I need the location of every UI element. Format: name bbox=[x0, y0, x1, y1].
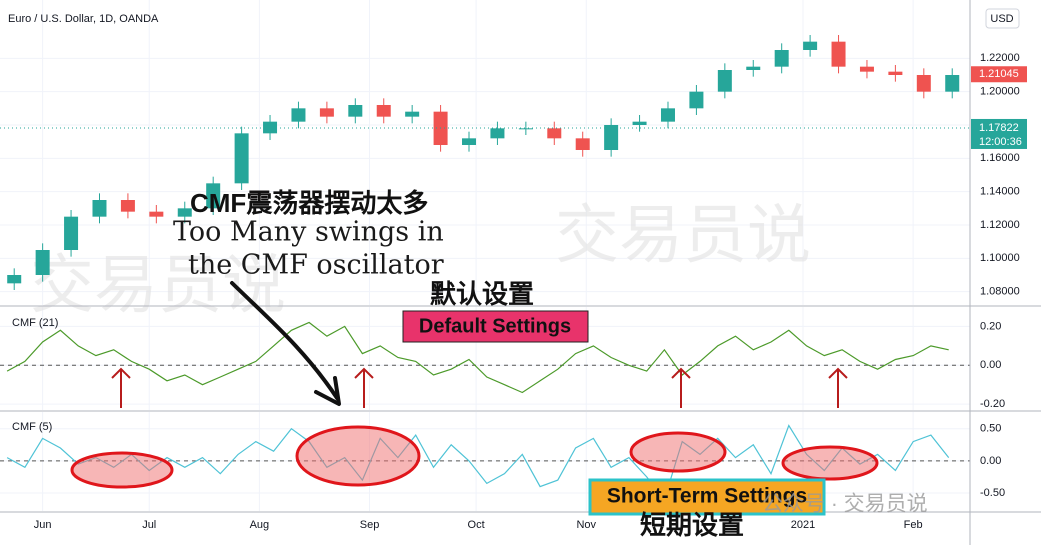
price-labels: 1.080001.100001.120001.140001.160001.180… bbox=[34, 52, 1027, 531]
y-tick-label: 0.50 bbox=[980, 423, 1001, 435]
x-tick-label: 2021 bbox=[791, 519, 815, 531]
annotation: Too Many swings in bbox=[173, 217, 444, 248]
candle-body bbox=[490, 128, 505, 139]
candle-body bbox=[462, 138, 477, 145]
y-tick-label: 1.12000 bbox=[980, 219, 1020, 231]
candle-body bbox=[149, 211, 164, 217]
candle-body bbox=[547, 128, 562, 139]
panel-title: CMF (5) bbox=[12, 421, 52, 433]
candle-body bbox=[120, 200, 135, 212]
watermark: 公众号 · 交易员说 bbox=[762, 493, 928, 516]
chart-title: Euro / U.S. Dollar, 1D, OANDA bbox=[8, 13, 159, 25]
price-tag bbox=[971, 118, 1027, 149]
price-tag bbox=[971, 66, 1027, 83]
candle-body bbox=[717, 70, 732, 92]
candle-body bbox=[888, 71, 903, 75]
candle-body bbox=[746, 66, 761, 70]
candle-body bbox=[689, 91, 704, 109]
candle-body bbox=[64, 216, 79, 250]
y-tick-label: 1.14000 bbox=[980, 186, 1020, 198]
annotation: Default Settings bbox=[419, 315, 571, 337]
annotation: Short-Term Settings bbox=[607, 485, 807, 508]
currency-label[interactable]: USD bbox=[990, 13, 1013, 25]
candle-body bbox=[632, 121, 647, 125]
watermark: 交易员说 bbox=[555, 199, 811, 271]
candle-body bbox=[206, 183, 221, 209]
annotation: CMF震荡器摆动太多 bbox=[190, 188, 428, 218]
candle-body bbox=[831, 41, 846, 67]
candle-body bbox=[518, 128, 533, 130]
y-tick-label: 0.20 bbox=[980, 320, 1001, 332]
candle-body bbox=[348, 105, 363, 117]
currency-box[interactable] bbox=[985, 8, 1020, 29]
candle-body bbox=[376, 105, 391, 117]
candle-body bbox=[92, 200, 107, 217]
x-tick-label: Nov bbox=[576, 519, 596, 531]
candle-body bbox=[803, 41, 818, 50]
candle-body bbox=[604, 125, 619, 150]
candle-body bbox=[945, 75, 960, 92]
label-box bbox=[402, 310, 589, 343]
y-tick-label: 1.20000 bbox=[980, 86, 1020, 98]
candle-body bbox=[7, 275, 22, 284]
candle-body bbox=[35, 250, 50, 275]
candle-body bbox=[660, 108, 675, 122]
y-tick-label: -0.50 bbox=[980, 487, 1005, 499]
price-tag-label: 1.21045 bbox=[979, 68, 1019, 80]
pointer-arrow bbox=[230, 281, 341, 406]
candle-body bbox=[916, 75, 931, 92]
x-tick-label: Aug bbox=[250, 519, 270, 531]
candle-body bbox=[774, 50, 789, 67]
highlight-ellipses bbox=[70, 425, 879, 489]
candle-body bbox=[177, 208, 192, 217]
price-tag-label: 1.17822 bbox=[979, 122, 1019, 134]
y-tick-label: 1.16000 bbox=[980, 152, 1020, 164]
y-tick-label: -0.20 bbox=[980, 398, 1005, 410]
panel-title: CMF (21) bbox=[12, 317, 58, 329]
x-tick-label: Oct bbox=[468, 519, 485, 531]
x-tick-label: Jun bbox=[34, 519, 52, 531]
candle-body bbox=[859, 66, 874, 72]
label-box bbox=[588, 478, 826, 516]
x-tick-label: Sep bbox=[360, 519, 380, 531]
y-tick-label: 0.00 bbox=[980, 359, 1001, 371]
watermark: 交易员说 bbox=[30, 249, 286, 321]
x-tick-label: Jul bbox=[142, 519, 156, 531]
candle-body bbox=[319, 108, 334, 117]
candle-body bbox=[234, 133, 249, 184]
annotation: 短期设置 bbox=[640, 510, 744, 540]
y-tick-label: 1.22000 bbox=[980, 52, 1020, 64]
y-tick-label: 1.10000 bbox=[980, 252, 1020, 264]
candle-body bbox=[575, 138, 590, 150]
annotation: the CMF oscillator bbox=[188, 250, 444, 281]
cmf-line bbox=[6, 321, 949, 394]
candle-body bbox=[405, 111, 420, 117]
signal-arrows bbox=[111, 367, 848, 408]
x-tick-label: Feb bbox=[904, 519, 923, 531]
annotation: 默认设置 bbox=[430, 279, 534, 309]
countdown-label: 12:00:36 bbox=[979, 136, 1022, 148]
y-tick-label: 1.08000 bbox=[980, 286, 1020, 298]
candle-body bbox=[291, 108, 306, 122]
candle-body bbox=[263, 121, 278, 134]
y-tick-label: 0.00 bbox=[980, 455, 1001, 467]
